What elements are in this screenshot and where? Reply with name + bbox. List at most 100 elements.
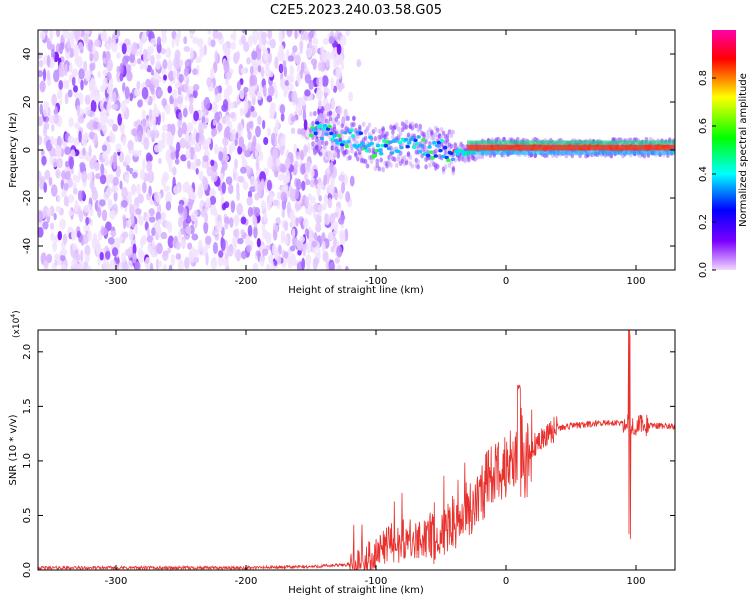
spectrum-noise-blob	[248, 83, 254, 96]
spectrum-noise-blob	[67, 135, 74, 144]
spectrum-noise-blob	[317, 88, 323, 101]
spectrum-envelope-blob	[373, 126, 378, 133]
spectrum-noise-blob	[300, 163, 306, 175]
spectrum-envelope-blob	[332, 153, 337, 159]
spectrum-noise-blob	[50, 184, 58, 197]
spectrum-noise-blob	[158, 260, 163, 268]
spectrum-noise-blob	[336, 43, 342, 55]
spectrum-noise-blob	[52, 240, 58, 252]
spectrum-noise-blob	[229, 217, 234, 228]
spectrum-noise-blob	[108, 36, 112, 45]
spectrum-noise-blob	[149, 262, 154, 270]
spectrum-noise-blob	[320, 46, 325, 54]
spectrum-noise-blob	[172, 68, 177, 79]
spectrum-noise-blob	[218, 250, 224, 258]
spectrum-envelope-blob	[430, 129, 434, 135]
spectrum-noise-blob	[107, 118, 115, 128]
spectrum-noise-blob	[230, 102, 235, 110]
spectrum-envelope-blob	[408, 154, 413, 160]
spectrum-noise-blob	[190, 246, 196, 260]
spectrum-envelope-blob	[418, 126, 423, 132]
spectrum-noise-blob	[106, 174, 113, 184]
spectrum-noise-blob	[40, 148, 45, 156]
spectrum-noise-blob	[267, 30, 273, 40]
spectrum-noise-blob	[150, 38, 157, 46]
spectrum-noise-blob	[60, 248, 68, 256]
spectrum-noise-blob	[171, 89, 178, 100]
spectrum-noise-blob	[165, 191, 172, 205]
spectrum-noise-blob	[310, 195, 316, 204]
spectrum-noise-blob	[144, 256, 151, 270]
spectrum-noise-blob	[211, 128, 218, 137]
spectrum-noise-blob	[183, 207, 188, 220]
spectrum-core-blob	[446, 158, 451, 163]
spectrum-noise-blob	[227, 184, 234, 195]
spectrum-noise-blob	[143, 58, 149, 71]
spectrum-noise-blob	[333, 56, 338, 70]
spectrum-core-blob	[341, 140, 346, 144]
spectrum-noise-blob	[205, 252, 209, 266]
spectrogram-y-ticks: 40 20 0 -20 -40	[22, 48, 675, 254]
spectrum-core-blob	[427, 145, 432, 149]
spectrum-noise-blob	[62, 233, 68, 245]
spectrum-noise-blob	[58, 79, 64, 90]
spectrum-noise-blob	[76, 56, 83, 68]
spectrum-noise-blob	[111, 185, 119, 194]
spectrum-noise-blob	[73, 137, 81, 146]
spectrum-core-blob	[372, 153, 378, 158]
spectrum-noise-blob	[314, 257, 319, 267]
spectrum-noise-blob	[236, 81, 241, 91]
spectrum-noise-blob	[193, 256, 200, 264]
spectrum-noise-blob	[321, 240, 326, 253]
spectrum-noise-blob	[161, 111, 165, 123]
snr-frame	[37, 329, 676, 571]
spectrum-noise-blob	[187, 160, 191, 169]
spectrum-steady-band-lower	[467, 150, 675, 155]
spectrum-noise-blob	[230, 200, 236, 213]
spectrum-core-blob	[396, 149, 401, 154]
spectrum-noise-blob	[147, 45, 154, 55]
spectrum-noise-blob	[205, 144, 209, 152]
spectrum-noise-blob	[102, 259, 110, 270]
spectrum-noise-blob	[234, 158, 238, 169]
spectrum-noise-blob	[254, 147, 259, 159]
spectrum-core-blob	[366, 143, 371, 148]
spectrum-noise-blob	[79, 249, 84, 263]
x-tick-label: -200	[235, 276, 258, 287]
spectrum-noise-blob	[138, 215, 144, 226]
spectrum-noise-blob	[216, 92, 222, 102]
spectrum-envelope-blob	[396, 154, 401, 160]
spectrum-noise-blob	[220, 172, 224, 183]
spectrum-noise-blob	[280, 191, 288, 202]
spectrum-noise-blob	[150, 85, 155, 95]
spectrum-noise-blob	[280, 165, 287, 174]
spectrum-noise-blob	[287, 259, 293, 269]
spectrum-noise-blob	[131, 128, 138, 137]
spectrum-noise-blob	[125, 174, 130, 184]
spectrum-envelope-blob	[350, 145, 354, 151]
spectrum-noise-blob	[192, 89, 198, 99]
spectrum-noise-blob	[64, 170, 71, 181]
spectrum-noise-blob	[151, 227, 156, 237]
spectrum-noise-blob	[251, 140, 256, 153]
spectrum-envelope-blob	[348, 135, 352, 142]
spectrum-noise-blob	[83, 204, 91, 213]
spectrum-noise-blob	[196, 38, 204, 47]
spectrum-core-blob	[340, 142, 345, 147]
spectrum-noise-blob	[85, 216, 89, 226]
spectrum-noise-blob	[239, 89, 245, 100]
spectrum-noise-blob	[236, 182, 240, 195]
spectrum-noise-blob	[173, 56, 180, 70]
spectrum-noise-blob	[266, 95, 273, 103]
spectrum-noise-blob	[209, 195, 217, 205]
colorbar-label: Normalized spectral amplitude	[738, 73, 749, 227]
spectrum-noise-blob	[126, 165, 131, 172]
spectrum-envelope-blob	[336, 148, 341, 155]
spectrum-noise-blob	[49, 153, 54, 165]
spectrum-noise-blob	[94, 39, 102, 48]
spectrum-noise-blob	[39, 80, 46, 93]
spectrum-noise-blob	[136, 80, 141, 90]
spectrum-noise-blob	[327, 231, 334, 241]
spectrum-noise-blob	[252, 262, 259, 270]
spectrum-noise-blob	[53, 213, 57, 221]
